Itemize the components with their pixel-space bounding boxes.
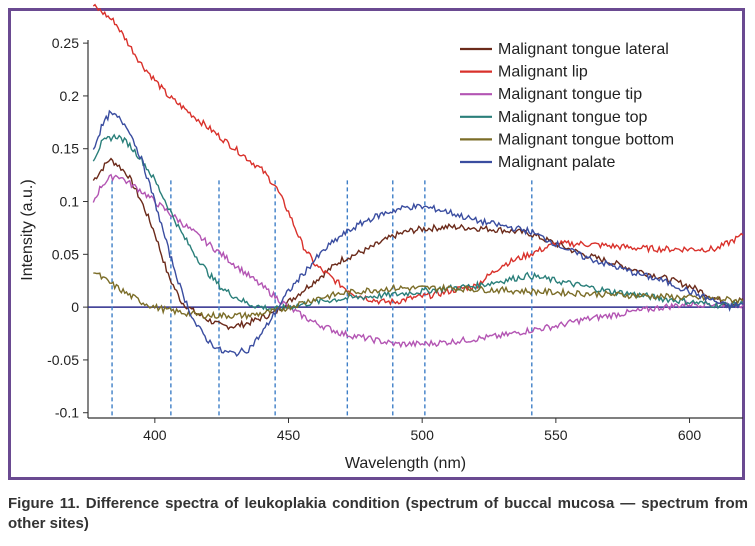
spectra-chart: -0.1 -0.05 0 0.05 0.1 0.15 0.2 0.25 400 450 500 550… <box>19 3 744 472</box>
x-axis-title: Wavelength (nm) <box>345 455 466 472</box>
legend-label: Malignant lip <box>498 64 588 81</box>
legend-label: Malignant tongue top <box>498 109 648 126</box>
legend-label: Malignant tongue lateral <box>498 41 669 58</box>
figure-frame <box>8 8 745 480</box>
y-tick-label: 0.15 <box>52 141 79 157</box>
x-tick-label: 500 <box>411 427 435 443</box>
series-line <box>92 109 744 358</box>
series-line <box>92 3 744 306</box>
legend-label: Malignant palate <box>498 154 616 171</box>
y-tick-label: 0.2 <box>60 88 80 104</box>
y-tick-label: 0.1 <box>60 194 80 210</box>
x-tick-label: 450 <box>277 427 301 443</box>
legend-label: Malignant tongue tip <box>498 86 642 103</box>
x-tick-label: 600 <box>678 427 702 443</box>
figure-caption: Figure 11. Difference spectra of leukopl… <box>8 495 748 532</box>
series-line <box>92 157 744 331</box>
x-tick-label: 550 <box>544 427 568 443</box>
y-axis-title: Intensity (a.u.) <box>19 179 36 280</box>
series-line <box>92 133 744 312</box>
legend-label: Malignant tongue bottom <box>498 131 674 148</box>
series-line <box>92 173 744 349</box>
series-line <box>93 272 744 321</box>
x-tick-label: 400 <box>143 427 167 443</box>
y-tick-label: -0.1 <box>55 405 79 421</box>
y-tick-label: 0.05 <box>52 246 79 262</box>
y-tick-label: 0 <box>71 299 79 315</box>
y-tick-label: 0.25 <box>52 35 79 51</box>
y-tick-label: -0.05 <box>47 352 79 368</box>
